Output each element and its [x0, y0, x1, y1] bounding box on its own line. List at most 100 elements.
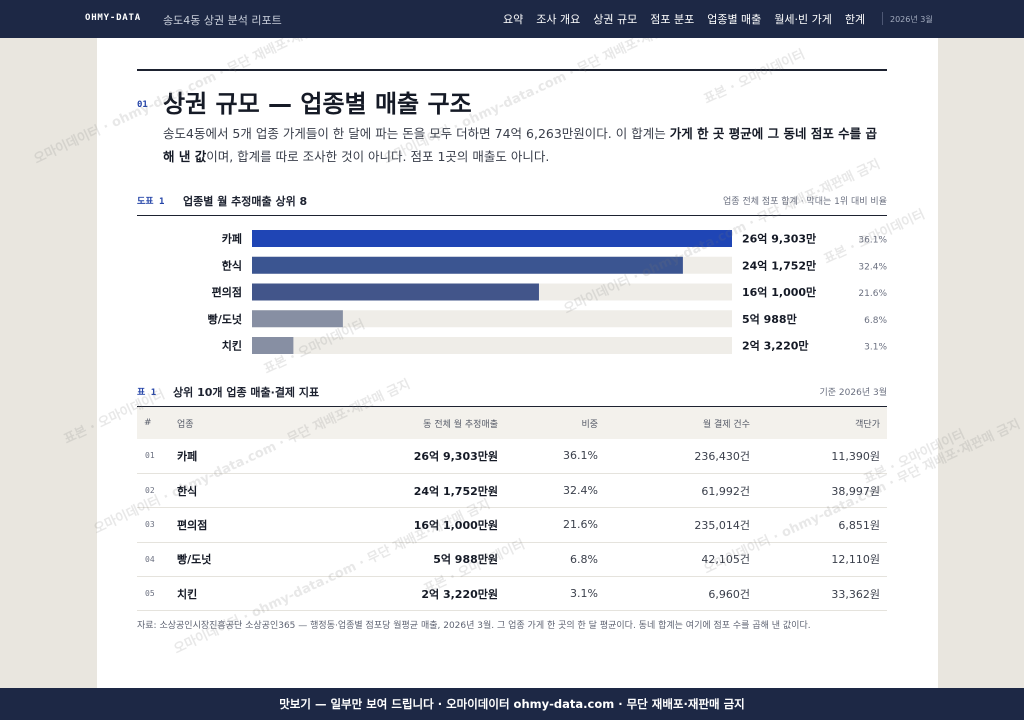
nav-divider	[882, 12, 883, 25]
table-row: 04 빵/도넛 5억 988만원 6.8% 42,105건 12,110원	[137, 542, 887, 578]
rank-cell: 05	[137, 576, 170, 612]
brand-logo[interactable]: OHMY-DATA	[85, 13, 141, 23]
share-cell: 36.1%	[505, 439, 605, 474]
bar-value-label: 16억 1,000만	[742, 285, 816, 299]
bar-row: 빵/도넛 5억 988만 6.8%	[208, 310, 887, 328]
bar	[252, 256, 683, 274]
preview-footer-banner: 맛보기 — 일부만 보여 드립니다 · 오마이데이터 ohmy-data.com…	[0, 688, 1024, 720]
bar-category-label: 편의점	[212, 285, 242, 299]
share-cell: 3.1%	[505, 576, 605, 612]
sales-bar-chart: 카페 26억 9,303만 36.1% 한식 24억 1,752만 32.4% 편의점 16억…	[208, 230, 887, 354]
avg-ticket-cell: 12,110원	[757, 542, 887, 578]
nav-item-store-distribution[interactable]: 점포 분포	[650, 13, 695, 26]
lead-text-2: 이며, 합계를 따로 조사한 것이 아니다. 점포 1곳의 매출도 아니다.	[206, 149, 550, 164]
col-header-monthly-sales: 동 전체 월 추정매출	[423, 419, 498, 430]
nav-item-rent-vacancy[interactable]: 월세·빈 가게	[774, 13, 832, 26]
bar-row: 치킨 2억 3,220만 3.1%	[222, 337, 887, 354]
table-row: 01 카페 26억 9,303만원 36.1% 236,430건 11,390원	[137, 439, 887, 474]
table-body: 01 카페 26억 9,303만원 36.1% 236,430건 11,390원 02 한식 2…	[137, 439, 887, 612]
payments-cell: 235,014건	[605, 507, 757, 543]
share-cell: 21.6%	[505, 507, 605, 543]
bar-value-label: 2억 3,220만	[742, 339, 809, 353]
bar	[252, 310, 343, 328]
bar	[252, 337, 294, 354]
bar-value-label: 26억 9,303만	[742, 232, 816, 246]
bar-track	[252, 310, 732, 328]
monthly-sales-cell: 16억 1,000만원	[290, 507, 505, 543]
figure-title: 업종별 월 추정매출 상위 8	[183, 195, 308, 208]
table-title: 상위 10개 업종 매출·결제 지표	[173, 386, 320, 399]
bar-share-label: 3.1%	[864, 343, 887, 353]
bar-row: 카페 26억 9,303만 36.1%	[222, 230, 887, 247]
col-header-share: 비중	[581, 419, 598, 430]
bar	[252, 283, 539, 301]
monthly-sales-cell: 5억 988만원	[290, 542, 505, 578]
avg-ticket-cell: 11,390원	[757, 439, 887, 474]
avg-ticket-cell: 33,362원	[757, 576, 887, 612]
section-title: 상권 규모 — 업종별 매출 구조	[163, 90, 472, 118]
payments-cell: 236,430건	[605, 439, 757, 474]
section-top-rule	[137, 69, 887, 71]
nav-item-market-size[interactable]: 상권 규모	[593, 13, 638, 26]
lead-text-1: 송도4동에서 5개 업종 가게들이 한 달에 파는 돈을 모두 더하면 74억 …	[163, 126, 670, 141]
table-note: 기준 2026년 3월	[819, 388, 887, 398]
table-row: 03 편의점 16억 1,000만원 21.6% 235,014건 6,851원	[137, 507, 887, 543]
table-label: 표 1	[137, 388, 157, 398]
col-header-rank: #	[144, 418, 152, 428]
share-cell: 6.8%	[505, 542, 605, 578]
bar-value-label: 5억 988만	[742, 312, 797, 326]
figure-label: 도표 1	[137, 197, 165, 207]
sales-metrics-table: # 업종 동 전체 월 추정매출 비중 월 결제 건수 객단가 01 카페 26억 …	[137, 407, 887, 612]
table-rule	[137, 406, 887, 407]
report-subtitle: 송도4동 상권 분석 리포트	[163, 14, 282, 27]
bar-track	[252, 337, 732, 354]
bar-category-label: 한식	[222, 258, 242, 272]
industry-cell: 한식	[170, 473, 290, 509]
figure-rule	[137, 215, 887, 216]
bar-value-label: 24억 1,752만	[742, 258, 816, 272]
bar-row: 한식 24억 1,752만 32.4%	[222, 256, 887, 274]
report-date: 2026년 3월	[890, 15, 933, 24]
table-header-row: # 업종 동 전체 월 추정매출 비중 월 결제 건수 객단가	[137, 407, 887, 439]
monthly-sales-cell: 24억 1,752만원	[290, 473, 505, 509]
section-number: 01	[137, 100, 148, 110]
bar-category-label: 카페	[222, 232, 242, 246]
industry-cell: 카페	[170, 439, 290, 474]
bar-share-label: 32.4%	[858, 262, 887, 272]
lead-text-bold: 가게 한 곳 평균에 그 동네 점포 수를 곱해 낸 값	[163, 126, 878, 164]
bar-category-label: 치킨	[222, 339, 242, 353]
bar	[252, 230, 732, 247]
industry-cell: 편의점	[170, 507, 290, 543]
col-header-avg-ticket: 객단가	[855, 419, 880, 430]
industry-cell: 치킨	[170, 576, 290, 612]
col-header-payments: 월 결제 건수	[702, 419, 750, 430]
share-cell: 32.4%	[505, 473, 605, 509]
payments-cell: 61,992건	[605, 473, 757, 509]
bar-category-label: 빵/도넛	[208, 312, 242, 326]
payments-cell: 6,960건	[605, 576, 757, 612]
nav-item-summary[interactable]: 요약	[503, 13, 524, 26]
rank-cell: 03	[137, 507, 170, 543]
monthly-sales-cell: 2억 3,220만원	[290, 576, 505, 612]
figure-note: 업종 전체 점포 합계 · 막대는 1위 대비 비율	[723, 197, 887, 207]
bar-share-label: 6.8%	[864, 316, 887, 326]
table-row: 02 한식 24억 1,752만원 32.4% 61,992건 38,997원	[137, 473, 887, 509]
nav-item-overview[interactable]: 조사 개요	[536, 13, 581, 26]
nav-menu: 요약 조사 개요 상권 규모 점포 분포 업종별 매출 월세·빈 가게 한계	[503, 11, 878, 27]
rank-cell: 01	[137, 439, 170, 474]
avg-ticket-cell: 6,851원	[757, 507, 887, 543]
avg-ticket-cell: 38,997원	[757, 473, 887, 509]
table-row: 05 치킨 2억 3,220만원 3.1% 6,960건 33,362원	[137, 576, 887, 612]
source-note: 자료: 소상공인시장진흥공단 소상공인365 — 행정동·업종별 점포당 월평균…	[137, 621, 811, 631]
section-lead: 송도4동에서 5개 업종 가게들이 한 달에 파는 돈을 모두 더하면 74억 …	[163, 122, 887, 168]
col-header-industry: 업종	[177, 419, 194, 430]
bar-row: 편의점 16억 1,000만 21.6%	[212, 283, 887, 301]
nav-item-limitations[interactable]: 한계	[844, 13, 866, 26]
industry-cell: 빵/도넛	[170, 542, 290, 578]
monthly-sales-cell: 26억 9,303만원	[290, 439, 505, 474]
top-navigation-bar: OHMY-DATA 송도4동 상권 분석 리포트 요약 조사 개요 상권 규모 …	[0, 0, 1024, 38]
nav-item-sales-by-industry[interactable]: 업종별 매출	[707, 13, 762, 26]
rank-cell: 04	[137, 542, 170, 578]
bar-share-label: 21.6%	[858, 289, 887, 299]
payments-cell: 42,105건	[605, 542, 757, 578]
